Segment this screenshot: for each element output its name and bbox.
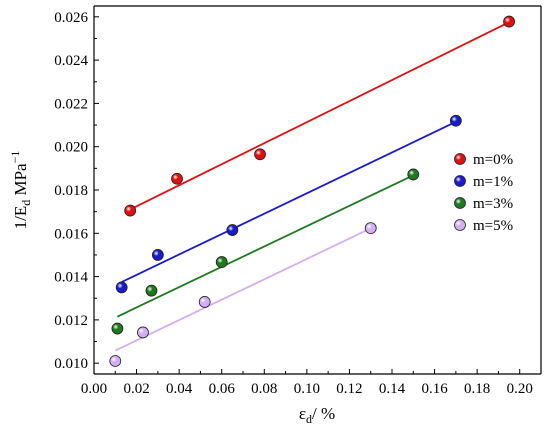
x-tick-label: 0.10 — [294, 381, 320, 397]
y-axis-title-suffix: MPa — [11, 163, 30, 200]
data-point-series-3 — [364, 222, 377, 234]
x-axis-title-suffix: / % — [312, 404, 335, 423]
y-tick-label: 0.026 — [54, 10, 88, 26]
y-tick-label: 0.016 — [54, 226, 88, 242]
data-point-series-1 — [151, 249, 164, 261]
fit-line-series-3 — [114, 227, 372, 352]
y-tick-label: 0.022 — [54, 96, 88, 112]
x-axis-title-base: ε — [299, 404, 306, 423]
legend-marker — [454, 153, 466, 165]
data-point-series-2 — [407, 168, 420, 181]
legend-label: m=1% — [473, 174, 513, 190]
y-tick-label: 0.012 — [54, 313, 88, 329]
legend-marker — [454, 175, 466, 187]
x-tick-label: 0.20 — [507, 381, 533, 397]
data-point-series-3 — [137, 326, 149, 339]
y-axis-title-prefix: 1/E — [11, 206, 30, 230]
data-point-series-3 — [109, 355, 122, 367]
x-tick-label: 0.16 — [421, 381, 448, 397]
y-tick-label: 0.020 — [54, 140, 88, 156]
data-points — [109, 15, 515, 367]
y-tick-label: 0.024 — [54, 53, 88, 69]
legend-label: m=3% — [473, 196, 513, 212]
y-axis-title-sup: −1 — [8, 151, 22, 164]
y-axis-title-sub: d — [19, 200, 33, 206]
data-point-series-2 — [215, 256, 228, 268]
legend: m=0% m=1% m=3% m=5% — [454, 152, 513, 234]
x-tick-label: 0.08 — [251, 381, 277, 397]
data-point-series-0 — [124, 204, 137, 217]
data-point-series-1 — [449, 114, 462, 127]
x-tick-label: 0.02 — [123, 381, 149, 397]
x-tick-label: 0.00 — [81, 381, 107, 397]
legend-label: m=5% — [473, 218, 513, 234]
x-tick-label: 0.18 — [464, 381, 490, 397]
data-point-series-0 — [171, 172, 183, 185]
tick-labels: 0.00 0.02 0.04 0.06 0.08 0.10 0.12 0.14 0.16 0.18… — [54, 10, 533, 397]
fit-lines — [114, 21, 510, 352]
legend-label: m=0% — [473, 152, 513, 168]
data-point-series-1 — [115, 281, 128, 294]
data-point-series-0 — [254, 148, 266, 161]
y-tick-label: 0.018 — [54, 183, 88, 199]
x-axis-title: εd/ % — [299, 404, 335, 426]
y-axis-title: 1/Ed MPa−1 — [8, 151, 33, 230]
x-tick-label: 0.12 — [336, 381, 362, 397]
legend-marker — [454, 219, 466, 231]
fit-line-series-2 — [117, 174, 414, 318]
data-point-series-3 — [198, 296, 211, 308]
x-tick-label: 0.14 — [379, 381, 406, 397]
fit-line-series-1 — [121, 121, 457, 283]
data-point-series-2 — [111, 322, 124, 335]
legend-marker — [454, 197, 466, 209]
y-tick-label: 0.014 — [54, 270, 88, 286]
data-point-series-2 — [145, 284, 158, 297]
x-tick-label: 0.06 — [209, 381, 236, 397]
x-tick-label: 0.04 — [166, 381, 193, 397]
x-axis-title-sub: d — [306, 412, 312, 426]
y-tick-label: 0.010 — [54, 356, 88, 372]
fit-line-series-0 — [129, 21, 510, 211]
data-point-series-1 — [226, 224, 239, 236]
data-point-series-0 — [503, 15, 515, 28]
axes — [93, 5, 542, 375]
